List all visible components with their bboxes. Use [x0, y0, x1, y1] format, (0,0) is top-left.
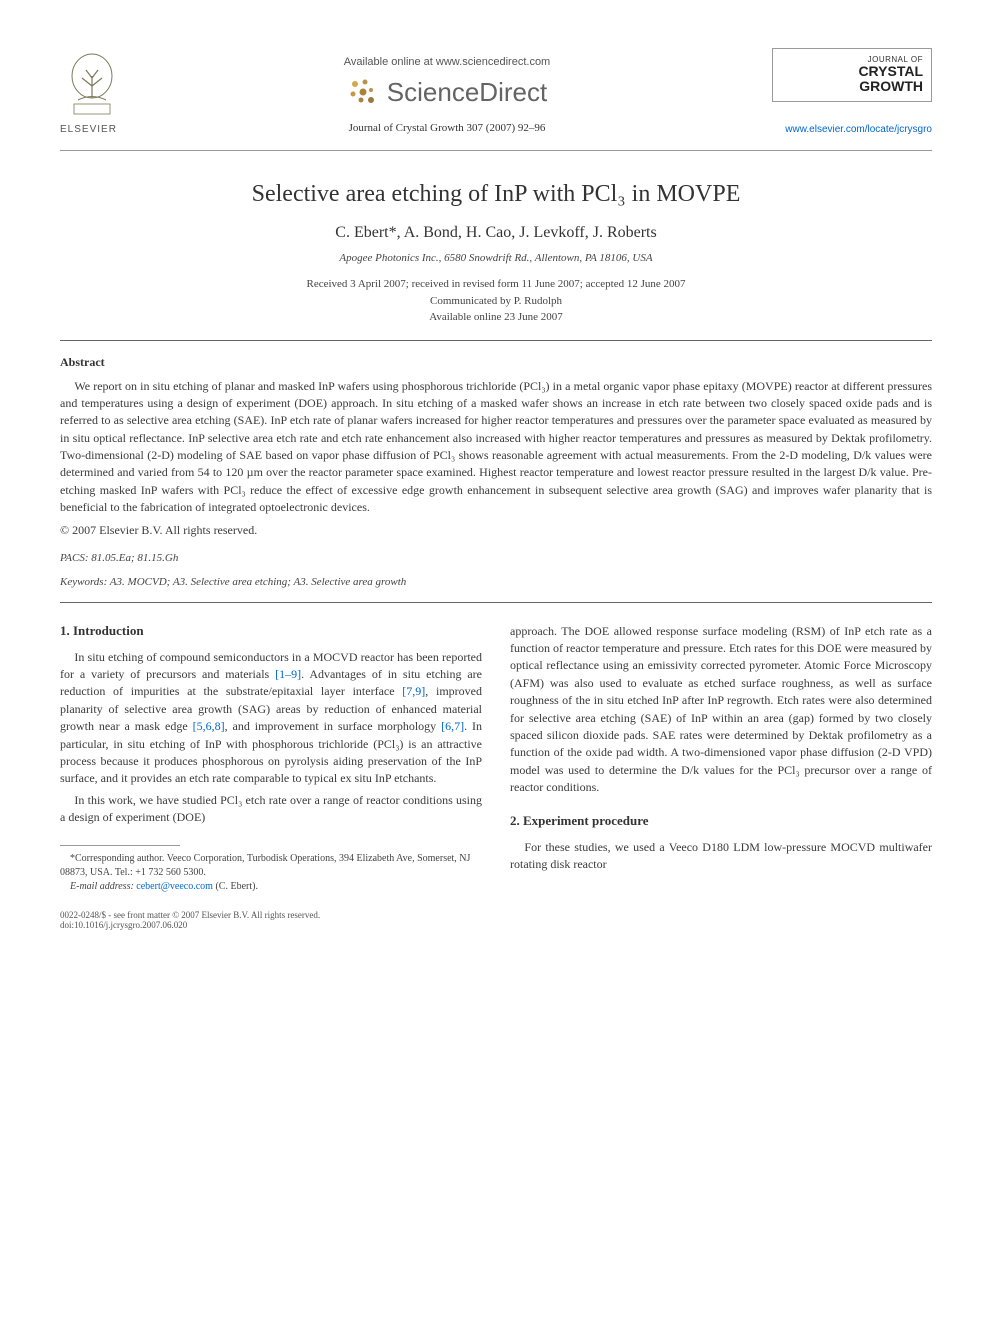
sciencedirect-row: ScienceDirect — [347, 76, 547, 108]
header-rule — [60, 150, 932, 151]
dates-communicated: Communicated by P. Rudolph — [60, 293, 932, 310]
left-column: 1. Introduction In situ etching of compo… — [60, 623, 482, 894]
intro-paragraph-2: In this work, we have studied PCl₃ etch … — [60, 792, 482, 827]
section-2-heading: 2. Experiment procedure — [510, 813, 932, 829]
footer-left: 0022-0248/$ - see front matter © 2007 El… — [60, 910, 320, 930]
ref-link-3[interactable]: [5,6,8] — [193, 719, 225, 733]
abstract-top-rule — [60, 340, 932, 341]
page-footer: 0022-0248/$ - see front matter © 2007 El… — [60, 910, 932, 930]
footer-front-matter: 0022-0248/$ - see front matter © 2007 El… — [60, 910, 320, 920]
dates-online: Available online 23 June 2007 — [60, 309, 932, 326]
ref-link-2[interactable]: [7,9] — [402, 684, 425, 698]
header-row: ELSEVIER Available online at www.science… — [60, 48, 932, 142]
journal-reference: Journal of Crystal Growth 307 (2007) 92–… — [349, 122, 546, 134]
email-footnote: E-mail address: cebert@veeco.com (C. Ebe… — [60, 880, 482, 894]
email-after: (C. Ebert). — [213, 881, 258, 892]
authors-line: C. Ebert*, A. Bond, H. Cao, J. Levkoff, … — [60, 224, 932, 242]
two-column-body: 1. Introduction In situ etching of compo… — [60, 623, 932, 894]
sciencedirect-text: ScienceDirect — [387, 77, 547, 108]
dates-received: Received 3 April 2007; received in revis… — [60, 276, 932, 293]
sciencedirect-leaf-icon — [347, 76, 379, 108]
footnote-rule — [60, 845, 180, 846]
footer-doi: doi:10.1016/j.jcrysgro.2007.06.020 — [60, 920, 320, 930]
pacs-line: PACS: 81.05.Ea; 81.15.Gh — [60, 552, 932, 564]
email-address[interactable]: cebert@veeco.com — [136, 881, 213, 892]
elsevier-label: ELSEVIER — [60, 124, 132, 135]
keywords-line: Keywords: A3. MOCVD; A3. Selective area … — [60, 576, 932, 588]
exp-paragraph-1: For these studies, we used a Veeco D180 … — [510, 839, 932, 874]
abstract-bottom-rule — [60, 602, 932, 603]
col2-paragraph-1: approach. The DOE allowed response surfa… — [510, 623, 932, 797]
journal-url[interactable]: www.elsevier.com/locate/jcrysgro — [785, 124, 932, 135]
corresponding-author-footnote: *Corresponding author. Veeco Corporation… — [60, 852, 482, 880]
ref-link-4[interactable]: [6,7] — [441, 719, 464, 733]
crystal-label-1: CRYSTAL — [781, 64, 923, 79]
dates-block: Received 3 April 2007; received in revis… — [60, 276, 932, 326]
abstract-text: We report on in situ etching of planar a… — [60, 378, 932, 517]
header-right: JOURNAL OF CRYSTAL GROWTH www.elsevier.c… — [762, 48, 932, 135]
journal-title-box: JOURNAL OF CRYSTAL GROWTH — [772, 48, 932, 102]
affiliation-line: Apogee Photonics Inc., 6580 Snowdrift Rd… — [60, 252, 932, 264]
abstract-label: Abstract — [60, 355, 932, 370]
section-1-heading: 1. Introduction — [60, 623, 482, 639]
header-center: Available online at www.sciencedirect.co… — [132, 48, 762, 142]
intro-p1-d: , and improvement in surface morphology — [225, 719, 442, 733]
crystal-label-2: GROWTH — [781, 79, 923, 94]
ref-link-1[interactable]: [1–9] — [275, 667, 301, 681]
available-online-text: Available online at www.sciencedirect.co… — [344, 56, 550, 68]
abstract-copyright: © 2007 Elsevier B.V. All rights reserved… — [60, 523, 932, 538]
email-label: E-mail address: — [70, 881, 136, 892]
right-column: approach. The DOE allowed response surfa… — [510, 623, 932, 894]
intro-paragraph-1: In situ etching of compound semiconducto… — [60, 649, 482, 788]
paper-title: Selective area etching of InP with PCl₃ … — [60, 181, 932, 208]
elsevier-logo: ELSEVIER — [60, 48, 132, 135]
elsevier-tree-icon — [60, 48, 124, 120]
